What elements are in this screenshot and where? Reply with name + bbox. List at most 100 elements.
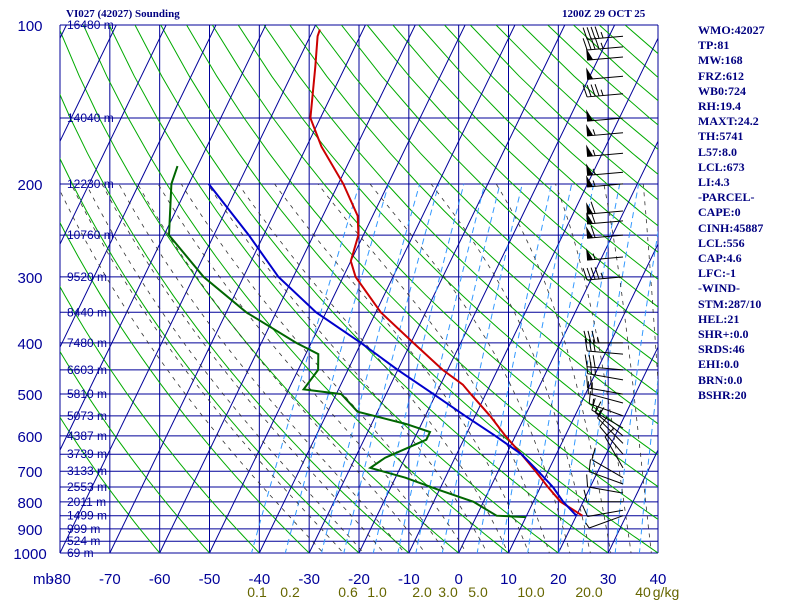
stat-line: HEL:21 <box>698 311 740 326</box>
wind-barb <box>586 144 624 157</box>
wind-barb <box>586 163 624 176</box>
stat-line: CINH:45887 <box>698 220 764 235</box>
stat-line: STM:287/10 <box>698 296 762 311</box>
height-label: 5073 m <box>67 409 107 423</box>
moist-adiabat <box>85 183 365 553</box>
pressure-label: 300 <box>17 270 42 287</box>
mixing-ratio-label: 1.0 <box>367 584 387 600</box>
dry-adiabat <box>186 25 658 521</box>
height-label: 10760 m <box>67 228 114 242</box>
isotherm--100 <box>60 25 217 349</box>
wind-barb <box>586 67 624 80</box>
mixing-ratio-label: 10.0 <box>517 584 544 600</box>
pressure-label: 500 <box>17 387 42 404</box>
mixing-ratio-label: 0.1 <box>247 584 267 600</box>
dry-adiabat <box>60 350 211 553</box>
wind-barb <box>582 505 624 518</box>
dry-adiabat <box>211 25 658 488</box>
dry-adiabat <box>60 93 410 553</box>
moist-adiabat <box>495 183 612 553</box>
mixing-ratio-labels: 0.1 0.2 0.6 1.0 2.0 3.0 5.0 10.0 20.0 40 g/kg <box>247 584 679 600</box>
temperature-profile <box>309 29 583 517</box>
wind-barb <box>586 361 624 381</box>
wind-barb <box>591 398 624 429</box>
x-tick-label: 0 <box>454 571 462 588</box>
wind-barb <box>585 515 624 529</box>
dry-adiabat <box>315 25 658 365</box>
stat-line: FRZ:612 <box>698 68 744 83</box>
isotherm--20 <box>358 25 616 553</box>
pressure-label: 700 <box>17 464 42 481</box>
wind-barb <box>588 391 624 417</box>
dry-adiabat <box>134 25 610 553</box>
isotherm-10 <box>508 243 658 553</box>
mixing-ratio-line <box>320 183 421 553</box>
mixing-ratio-line <box>581 183 640 553</box>
pressure-label: 200 <box>17 177 42 194</box>
x-tick-label: -60 <box>149 571 171 588</box>
stat-line: L57:8.0 <box>698 144 737 159</box>
height-labels: 16480 m 14040 m 12230 m 10760 m 9520 m 8440 m… <box>67 18 114 560</box>
wind-barb <box>594 401 624 437</box>
moist-adiabat <box>207 183 488 553</box>
wind-barb <box>588 459 624 485</box>
mixing-ratio-line <box>441 183 523 553</box>
dry-adiabat <box>60 285 260 553</box>
height-label: 2553 m <box>67 480 107 494</box>
moist-adiabat <box>603 183 652 553</box>
height-label: 12230 m <box>67 177 114 191</box>
x-tick-label: -70 <box>99 571 121 588</box>
pressure-labels: 100 200 300 400 500 600 700 800 900 1000 <box>13 18 46 563</box>
stat-line: BSHR:20 <box>698 387 747 402</box>
stat-line: SRDS:46 <box>698 342 745 357</box>
moist-adiabat <box>430 183 591 553</box>
mixing-ratio-line <box>638 376 658 553</box>
wind-barb <box>583 489 623 503</box>
wind-barb <box>582 26 624 40</box>
stat-line: MAXT:24.2 <box>698 114 759 129</box>
isotherm--40 <box>258 25 516 553</box>
dry-adiabat <box>289 25 658 395</box>
wind-barb <box>586 211 624 225</box>
x-tick-label: 10 <box>500 571 517 588</box>
stat-line: WB0:724 <box>698 83 746 98</box>
isotherm--60 <box>159 25 416 553</box>
stat-line: -WIND- <box>698 281 740 296</box>
height-label: 999 m <box>67 522 100 536</box>
x-tick-label: 30 <box>600 571 617 588</box>
stat-line: WMO:42027 <box>698 23 765 37</box>
x-tick-label: -40 <box>248 571 270 588</box>
x-tick-label: -20 <box>348 571 370 588</box>
moist-adiabat <box>101 183 385 553</box>
x-tick-label: -10 <box>398 571 420 588</box>
stat-line: SHR+:0.0 <box>698 327 749 342</box>
isotherm--140 <box>0 25 17 553</box>
isotherm--120 <box>60 25 117 143</box>
isotherm--70 <box>109 25 366 553</box>
isotherm--90 <box>60 25 267 452</box>
pressure-label: 900 <box>17 522 42 539</box>
dry-adiabat <box>392 25 658 280</box>
wind-barb <box>584 338 624 355</box>
mixing-ratio-label: 0.2 <box>280 584 300 600</box>
stat-line: CAP:4.6 <box>698 251 742 266</box>
height-label: 524 m <box>67 534 100 548</box>
x-axis-unit: mb <box>33 571 54 588</box>
stat-line: -PARCEL- <box>698 190 755 205</box>
isotherm--50 <box>209 25 466 553</box>
isotherm--110 <box>60 25 167 246</box>
mixing-ratio-line <box>343 183 440 553</box>
mixing-ratio-line <box>614 229 658 553</box>
wind-barb <box>597 407 624 444</box>
sounding-profiles <box>167 29 583 519</box>
height-label: 6603 m <box>67 363 107 377</box>
temperature-grid <box>59 25 659 553</box>
stat-line: RH:19.4 <box>698 99 741 114</box>
x-tick-label: 40 <box>650 571 667 588</box>
pressure-label: 800 <box>17 495 42 512</box>
mixing-ratio-line <box>250 183 360 553</box>
moist-adiabat <box>137 183 426 553</box>
dewpoint-profile <box>167 165 526 519</box>
wind-barb <box>591 447 624 479</box>
x-tick-label: -30 <box>298 571 320 588</box>
